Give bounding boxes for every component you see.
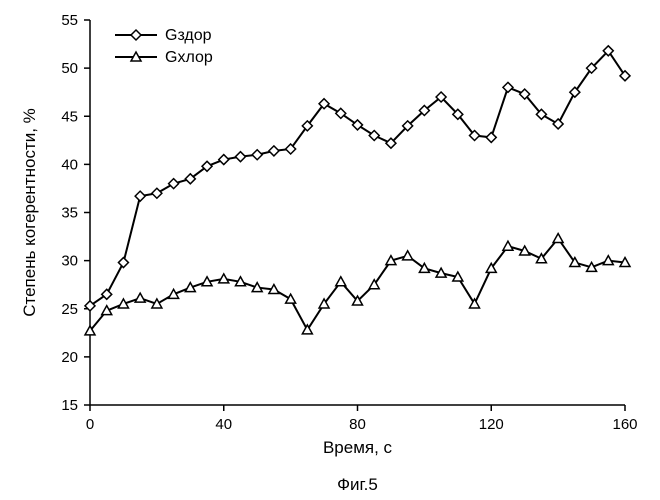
y-tick-label: 55 [61,12,78,29]
marker-diamond [269,146,279,156]
series-line-Gхлор [90,238,625,330]
axis-frame [90,20,625,405]
chart-svg: 0 40 80 120 160 15 20 25 30 35 40 45 50 55 Время, с Сте… [0,0,660,500]
marker-diamond [118,258,128,268]
x-tick-label: 40 [215,416,232,433]
marker-diamond [369,131,379,141]
marker-triangle [553,233,563,242]
y-tick-label: 35 [61,205,78,222]
marker-triangle [503,241,513,250]
x-tick-label: 120 [479,416,504,433]
chart-container: 0 40 80 120 160 15 20 25 30 35 40 45 50 55 Время, с Сте… [0,0,660,500]
x-tick-label: 160 [612,416,637,433]
marker-triangle [219,274,229,283]
figure-caption: Фиг.5 [337,475,378,494]
y-tick-label: 45 [61,108,78,125]
marker-diamond [135,191,145,201]
marker-triangle [135,293,145,302]
series-line-Gздор [90,51,625,306]
y-tick-label: 25 [61,301,78,318]
x-axis-label: Время, с [323,438,393,457]
x-tick-label: 0 [86,416,94,433]
marker-triangle [403,251,413,260]
marker-diamond [503,82,513,92]
marker-diamond [169,179,179,189]
y-tick-label: 40 [61,156,78,173]
marker-diamond [553,119,563,129]
y-tick-label: 30 [61,253,78,270]
legend-label: Gхлор [165,49,213,66]
marker-diamond [219,155,229,165]
legend-marker-diamond [131,30,141,40]
y-tick-label: 15 [61,397,78,414]
marker-triangle [286,294,296,303]
y-tick-label: 20 [61,349,78,366]
y-tick-label: 50 [61,60,78,77]
x-tick-label: 80 [349,416,366,433]
marker-triangle [470,299,480,308]
marker-triangle [336,277,346,286]
marker-diamond [152,188,162,198]
marker-diamond [252,150,262,160]
y-axis-label: Степень когерентности, % [20,108,39,317]
marker-diamond [486,132,496,142]
legend-label: Gздор [165,27,212,44]
marker-diamond [235,152,245,162]
